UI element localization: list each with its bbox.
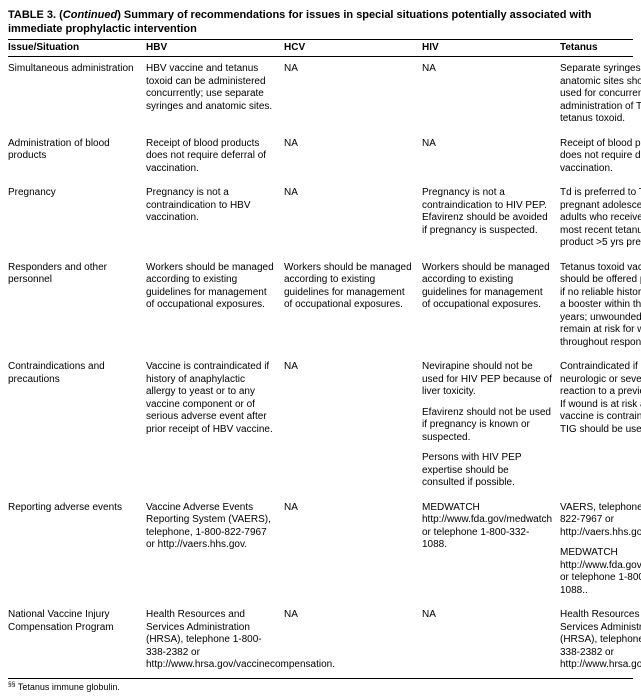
table-row: National Vaccine Injury Compensation Pro… bbox=[8, 603, 633, 678]
cell-text: Vaccine Adverse Events Reporting System … bbox=[146, 502, 276, 552]
cell: Administration of blood products bbox=[8, 138, 146, 176]
cell-text: Administration of blood products bbox=[8, 138, 138, 163]
cell: Nevirapine should not be used for HIV PE… bbox=[422, 361, 560, 490]
cell-text: Contraindicated if history of neurologic… bbox=[560, 361, 641, 436]
cell-text: Health Resources and Services Administra… bbox=[146, 609, 276, 672]
cell-text: Workers should be managed according to e… bbox=[146, 262, 276, 312]
cell-text: MEDWATCH http://www.fda.gov/medwatch or … bbox=[560, 547, 641, 597]
cell: Pregnancy bbox=[8, 187, 146, 250]
cell-text: Receipt of blood products does not requi… bbox=[560, 138, 641, 176]
cell-text: NA bbox=[284, 187, 414, 200]
header-issue: Issue/Situation bbox=[8, 42, 146, 55]
title-prefix: TABLE 3. ( bbox=[8, 9, 63, 21]
table-footnote: §§ Tetanus immune globulin. bbox=[8, 678, 633, 692]
cell: NA bbox=[284, 609, 422, 672]
cell: NA bbox=[284, 502, 422, 598]
cell: Health Resources and Services Administra… bbox=[560, 609, 641, 672]
cell: Pregnancy is not a contraindication to H… bbox=[146, 187, 284, 250]
cell-text: Td is preferred to Tdap for pregnant ado… bbox=[560, 187, 641, 250]
cell-text: Pregnancy bbox=[8, 187, 138, 200]
cell-text: Pregnancy is not a contraindication to H… bbox=[146, 187, 276, 225]
cell-text: Receipt of blood products does not requi… bbox=[146, 138, 276, 176]
cell-text: Simultaneous adminis­tration bbox=[8, 63, 138, 76]
cell-text: NA bbox=[284, 63, 414, 76]
header-hiv: HIV bbox=[422, 42, 560, 55]
cell: Reporting adverse events bbox=[8, 502, 146, 598]
cell-text: Separate syringes and anatomic sites sho… bbox=[560, 63, 641, 126]
cell: Contraindications and precautions bbox=[8, 361, 146, 490]
table-row: Contraindications and precautions Vaccine… bbox=[8, 355, 633, 496]
cell: NA bbox=[422, 138, 560, 176]
cell-text: Nevirapine should not be used for HIV PE… bbox=[422, 361, 552, 399]
cell: NA bbox=[284, 138, 422, 176]
table-title: TABLE 3. (Continued) Summary of recommen… bbox=[8, 8, 633, 37]
cell: VAERS, telephone 1-800-822-7967 or http:… bbox=[560, 502, 641, 598]
cell-text: NA bbox=[422, 63, 552, 76]
cell: Workers should be managed according to e… bbox=[146, 262, 284, 350]
cell: NA bbox=[284, 361, 422, 490]
cell-text: Workers should be managed according to e… bbox=[284, 262, 414, 312]
cell-text: Reporting adverse events bbox=[8, 502, 138, 515]
cell: NA bbox=[422, 609, 560, 672]
table-row: Pregnancy Pregnancy is not a contraindica… bbox=[8, 181, 633, 256]
table-row: Administration of blood products Receipt … bbox=[8, 132, 633, 182]
cell-text: Vaccine is contraindi­cated if history o… bbox=[146, 361, 276, 436]
cell: Health Resources and Services Administra… bbox=[146, 609, 284, 672]
title-continued: Continued bbox=[63, 9, 117, 21]
cell: Vaccine is contraindi­cated if history o… bbox=[146, 361, 284, 490]
cell-text: Tetanus toxoid vaccination should be off… bbox=[560, 262, 641, 350]
cell: Vaccine Adverse Events Reporting System … bbox=[146, 502, 284, 598]
cell-text: MEDWATCH http://www.fda.gov/medwatch or … bbox=[422, 502, 552, 552]
cell-text: NA bbox=[422, 609, 552, 622]
cell-text: Workers should be managed according to e… bbox=[422, 262, 552, 312]
header-hcv: HCV bbox=[284, 42, 422, 55]
cell: NA bbox=[284, 187, 422, 250]
cell: Workers should be managed according to e… bbox=[422, 262, 560, 350]
header-tetanus: Tetanus bbox=[560, 42, 641, 55]
cell: Td is preferred to Tdap for pregnant ado… bbox=[560, 187, 641, 250]
cell: Pregnancy is not a contraindication to H… bbox=[422, 187, 560, 250]
table-row: Simultaneous adminis­tration HBV vaccine … bbox=[8, 57, 633, 132]
cell: Contraindicated if history of neurologic… bbox=[560, 361, 641, 490]
table-row: Responders and other personnel Workers sh… bbox=[8, 256, 633, 356]
cell-text: Persons with HIV PEP expertise should be… bbox=[422, 452, 552, 490]
cell-text: Efavirenz should not be used if pregnanc… bbox=[422, 407, 552, 445]
table-row: Reporting adverse events Vaccine Adverse … bbox=[8, 496, 633, 604]
footnote-mark: §§ bbox=[8, 681, 16, 688]
cell: Tetanus toxoid vaccination should be off… bbox=[560, 262, 641, 350]
cell: Receipt of blood products does not requi… bbox=[560, 138, 641, 176]
cell-text: Responders and other personnel bbox=[8, 262, 138, 287]
table-header-row: Issue/Situation HBV HCV HIV Tetanus bbox=[8, 39, 633, 58]
cell-text: NA bbox=[284, 138, 414, 151]
cell-text: NA bbox=[422, 138, 552, 151]
cell: NA bbox=[422, 63, 560, 126]
cell-text: NA bbox=[284, 502, 414, 515]
table-body: Simultaneous adminis­tration HBV vaccine … bbox=[8, 57, 633, 678]
cell-text: VAERS, telephone 1-800-822-7967 or http:… bbox=[560, 502, 641, 540]
cell: Receipt of blood products does not requi… bbox=[146, 138, 284, 176]
cell: HBV vaccine and tetanus toxoid can be ad… bbox=[146, 63, 284, 126]
cell: Workers should be managed according to e… bbox=[284, 262, 422, 350]
cell: Separate syringes and anatomic sites sho… bbox=[560, 63, 641, 126]
cell: Responders and other personnel bbox=[8, 262, 146, 350]
cell-text: NA bbox=[284, 361, 414, 374]
cell-text: HBV vaccine and tetanus toxoid can be ad… bbox=[146, 63, 276, 113]
cell: MEDWATCH http://www.fda.gov/medwatch or … bbox=[422, 502, 560, 598]
cell-text: Health Resources and Services Administra… bbox=[560, 609, 641, 672]
cell-text: Pregnancy is not a contraindication to H… bbox=[422, 187, 552, 237]
cell-text: National Vaccine Injury Compensation Pro… bbox=[8, 609, 138, 634]
cell-text: Contraindications and precautions bbox=[8, 361, 138, 386]
cell: NA bbox=[284, 63, 422, 126]
header-hbv: HBV bbox=[146, 42, 284, 55]
cell-text: NA bbox=[284, 609, 414, 622]
cell: Simultaneous adminis­tration bbox=[8, 63, 146, 126]
cell: National Vaccine Injury Compensation Pro… bbox=[8, 609, 146, 672]
footnote-text: Tetanus immune globulin. bbox=[18, 682, 120, 692]
